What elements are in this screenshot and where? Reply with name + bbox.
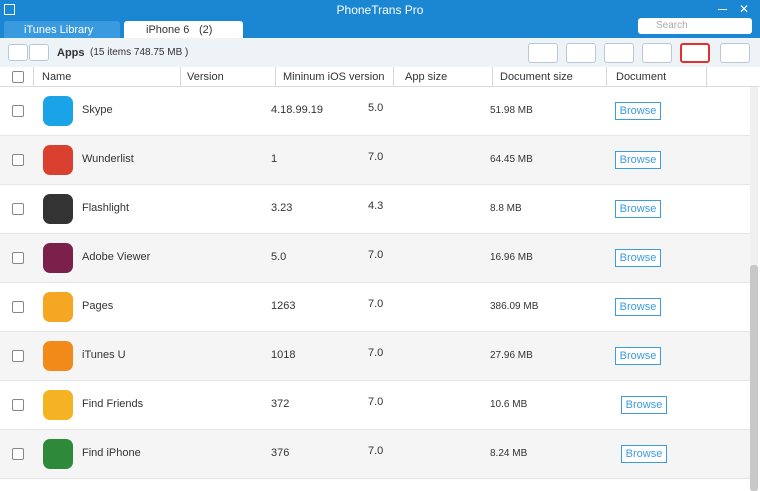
- section-summary: (15 items 748.75 MB ): [90, 47, 189, 58]
- app-icon: [43, 96, 73, 126]
- min-ios: 7.0: [368, 298, 384, 310]
- column-header[interactable]: Mininum iOS version: [283, 71, 385, 83]
- browse-button[interactable]: Browse: [621, 396, 667, 414]
- row-checkbox[interactable]: [12, 154, 24, 166]
- column-separator: [393, 67, 394, 86]
- dropdown-button[interactable]: [29, 44, 49, 61]
- document-size: 27.96 MB: [490, 350, 533, 361]
- column-header[interactable]: Document size: [500, 71, 573, 83]
- app-icon: [43, 439, 73, 469]
- close[interactable]: ✕: [739, 2, 750, 16]
- browse-button[interactable]: Browse: [615, 200, 661, 218]
- app-icon: [43, 341, 73, 371]
- column-header[interactable]: Version: [187, 71, 224, 83]
- app-icon: [43, 194, 73, 224]
- min-ios: 7.0: [368, 151, 384, 163]
- row-checkbox[interactable]: [12, 203, 24, 215]
- tab-count: (2): [199, 24, 213, 36]
- min-ios: 5.0: [368, 102, 384, 114]
- tab[interactable]: [124, 21, 243, 38]
- row-checkbox[interactable]: [12, 301, 24, 313]
- row-checkbox[interactable]: [12, 448, 24, 460]
- row-checkbox[interactable]: [12, 399, 24, 411]
- add-button[interactable]: [566, 43, 596, 63]
- min-ios: 7.0: [368, 249, 384, 261]
- column-separator: [606, 67, 607, 86]
- document-size: 51.98 MB: [490, 105, 533, 116]
- browse-button[interactable]: Browse: [615, 347, 661, 365]
- app-name: Flashlight: [82, 202, 130, 214]
- column-header[interactable]: Name: [42, 71, 72, 83]
- app-version: 372: [271, 398, 290, 410]
- column-header[interactable]: Document: [616, 71, 667, 83]
- column-separator: [275, 67, 276, 86]
- browse-button[interactable]: Browse: [615, 249, 661, 267]
- tab-label: iTunes Library: [24, 24, 94, 36]
- app-icon: [43, 145, 73, 175]
- delete-button[interactable]: [604, 43, 634, 63]
- section-title: Apps: [57, 47, 85, 59]
- to-computer-button[interactable]: [680, 43, 710, 63]
- document-size: 8.24 MB: [490, 448, 528, 459]
- column-separator: [706, 67, 707, 86]
- row-checkbox[interactable]: [12, 105, 24, 117]
- min-ios: 7.0: [368, 445, 384, 457]
- app-name: Adobe Viewer: [82, 251, 151, 263]
- browse-button[interactable]: Browse: [615, 151, 661, 169]
- app-name: Wunderlist: [82, 153, 134, 165]
- search-placeholder: Search: [656, 20, 688, 31]
- app-version: 1018: [271, 349, 296, 361]
- app-version: 3.23: [271, 202, 293, 214]
- app-icon: [43, 390, 73, 420]
- document-size: 10.6 MB: [490, 399, 528, 410]
- scroll-thumb[interactable]: [750, 265, 758, 491]
- app-version: 1: [271, 153, 278, 165]
- document-size: 16.96 MB: [490, 252, 533, 263]
- table-header: [0, 67, 760, 87]
- browse-button[interactable]: Browse: [621, 445, 667, 463]
- app-menu[interactable]: [4, 4, 15, 15]
- app-name: Find iPhone: [82, 447, 141, 459]
- min-ios: 4.3: [368, 200, 384, 212]
- min-ios: 7.0: [368, 396, 384, 408]
- app-name: Pages: [82, 300, 114, 312]
- window-title: PhoneTrans Pro: [336, 3, 424, 17]
- row-checkbox[interactable]: [12, 350, 24, 362]
- select-all[interactable]: [12, 71, 24, 83]
- browse-button[interactable]: Browse: [615, 298, 661, 316]
- row-checkbox[interactable]: [12, 252, 24, 264]
- app-name: iTunes U: [82, 349, 126, 361]
- column-separator: [180, 67, 181, 86]
- document-size: 386.09 MB: [490, 301, 539, 312]
- column-header[interactable]: App size: [405, 71, 448, 83]
- document-size: 64.45 MB: [490, 154, 533, 165]
- app-icon: [43, 292, 73, 322]
- minimize[interactable]: [718, 9, 727, 10]
- document-size: 8.8 MB: [490, 203, 522, 214]
- to-device-button[interactable]: [720, 43, 750, 63]
- to-itunes-button[interactable]: [642, 43, 672, 63]
- app-version: 1263: [271, 300, 296, 312]
- app-name: Find Friends: [82, 398, 144, 410]
- browse-button[interactable]: Browse: [615, 102, 661, 120]
- column-separator: [33, 67, 34, 86]
- app-version: 5.0: [271, 251, 287, 263]
- tab-label: iPhone 6: [146, 24, 190, 36]
- refresh-button[interactable]: [528, 43, 558, 63]
- row[interactable]: [0, 332, 750, 381]
- min-ios: 7.0: [368, 347, 384, 359]
- back-button[interactable]: [8, 44, 28, 61]
- app-icon: [43, 243, 73, 273]
- column-separator: [492, 67, 493, 86]
- tab[interactable]: [4, 21, 120, 38]
- app-version: 4.18.99.19: [271, 104, 323, 116]
- app-name: Skype: [82, 104, 113, 116]
- app-version: 376: [271, 447, 290, 459]
- search-box[interactable]: [638, 18, 752, 34]
